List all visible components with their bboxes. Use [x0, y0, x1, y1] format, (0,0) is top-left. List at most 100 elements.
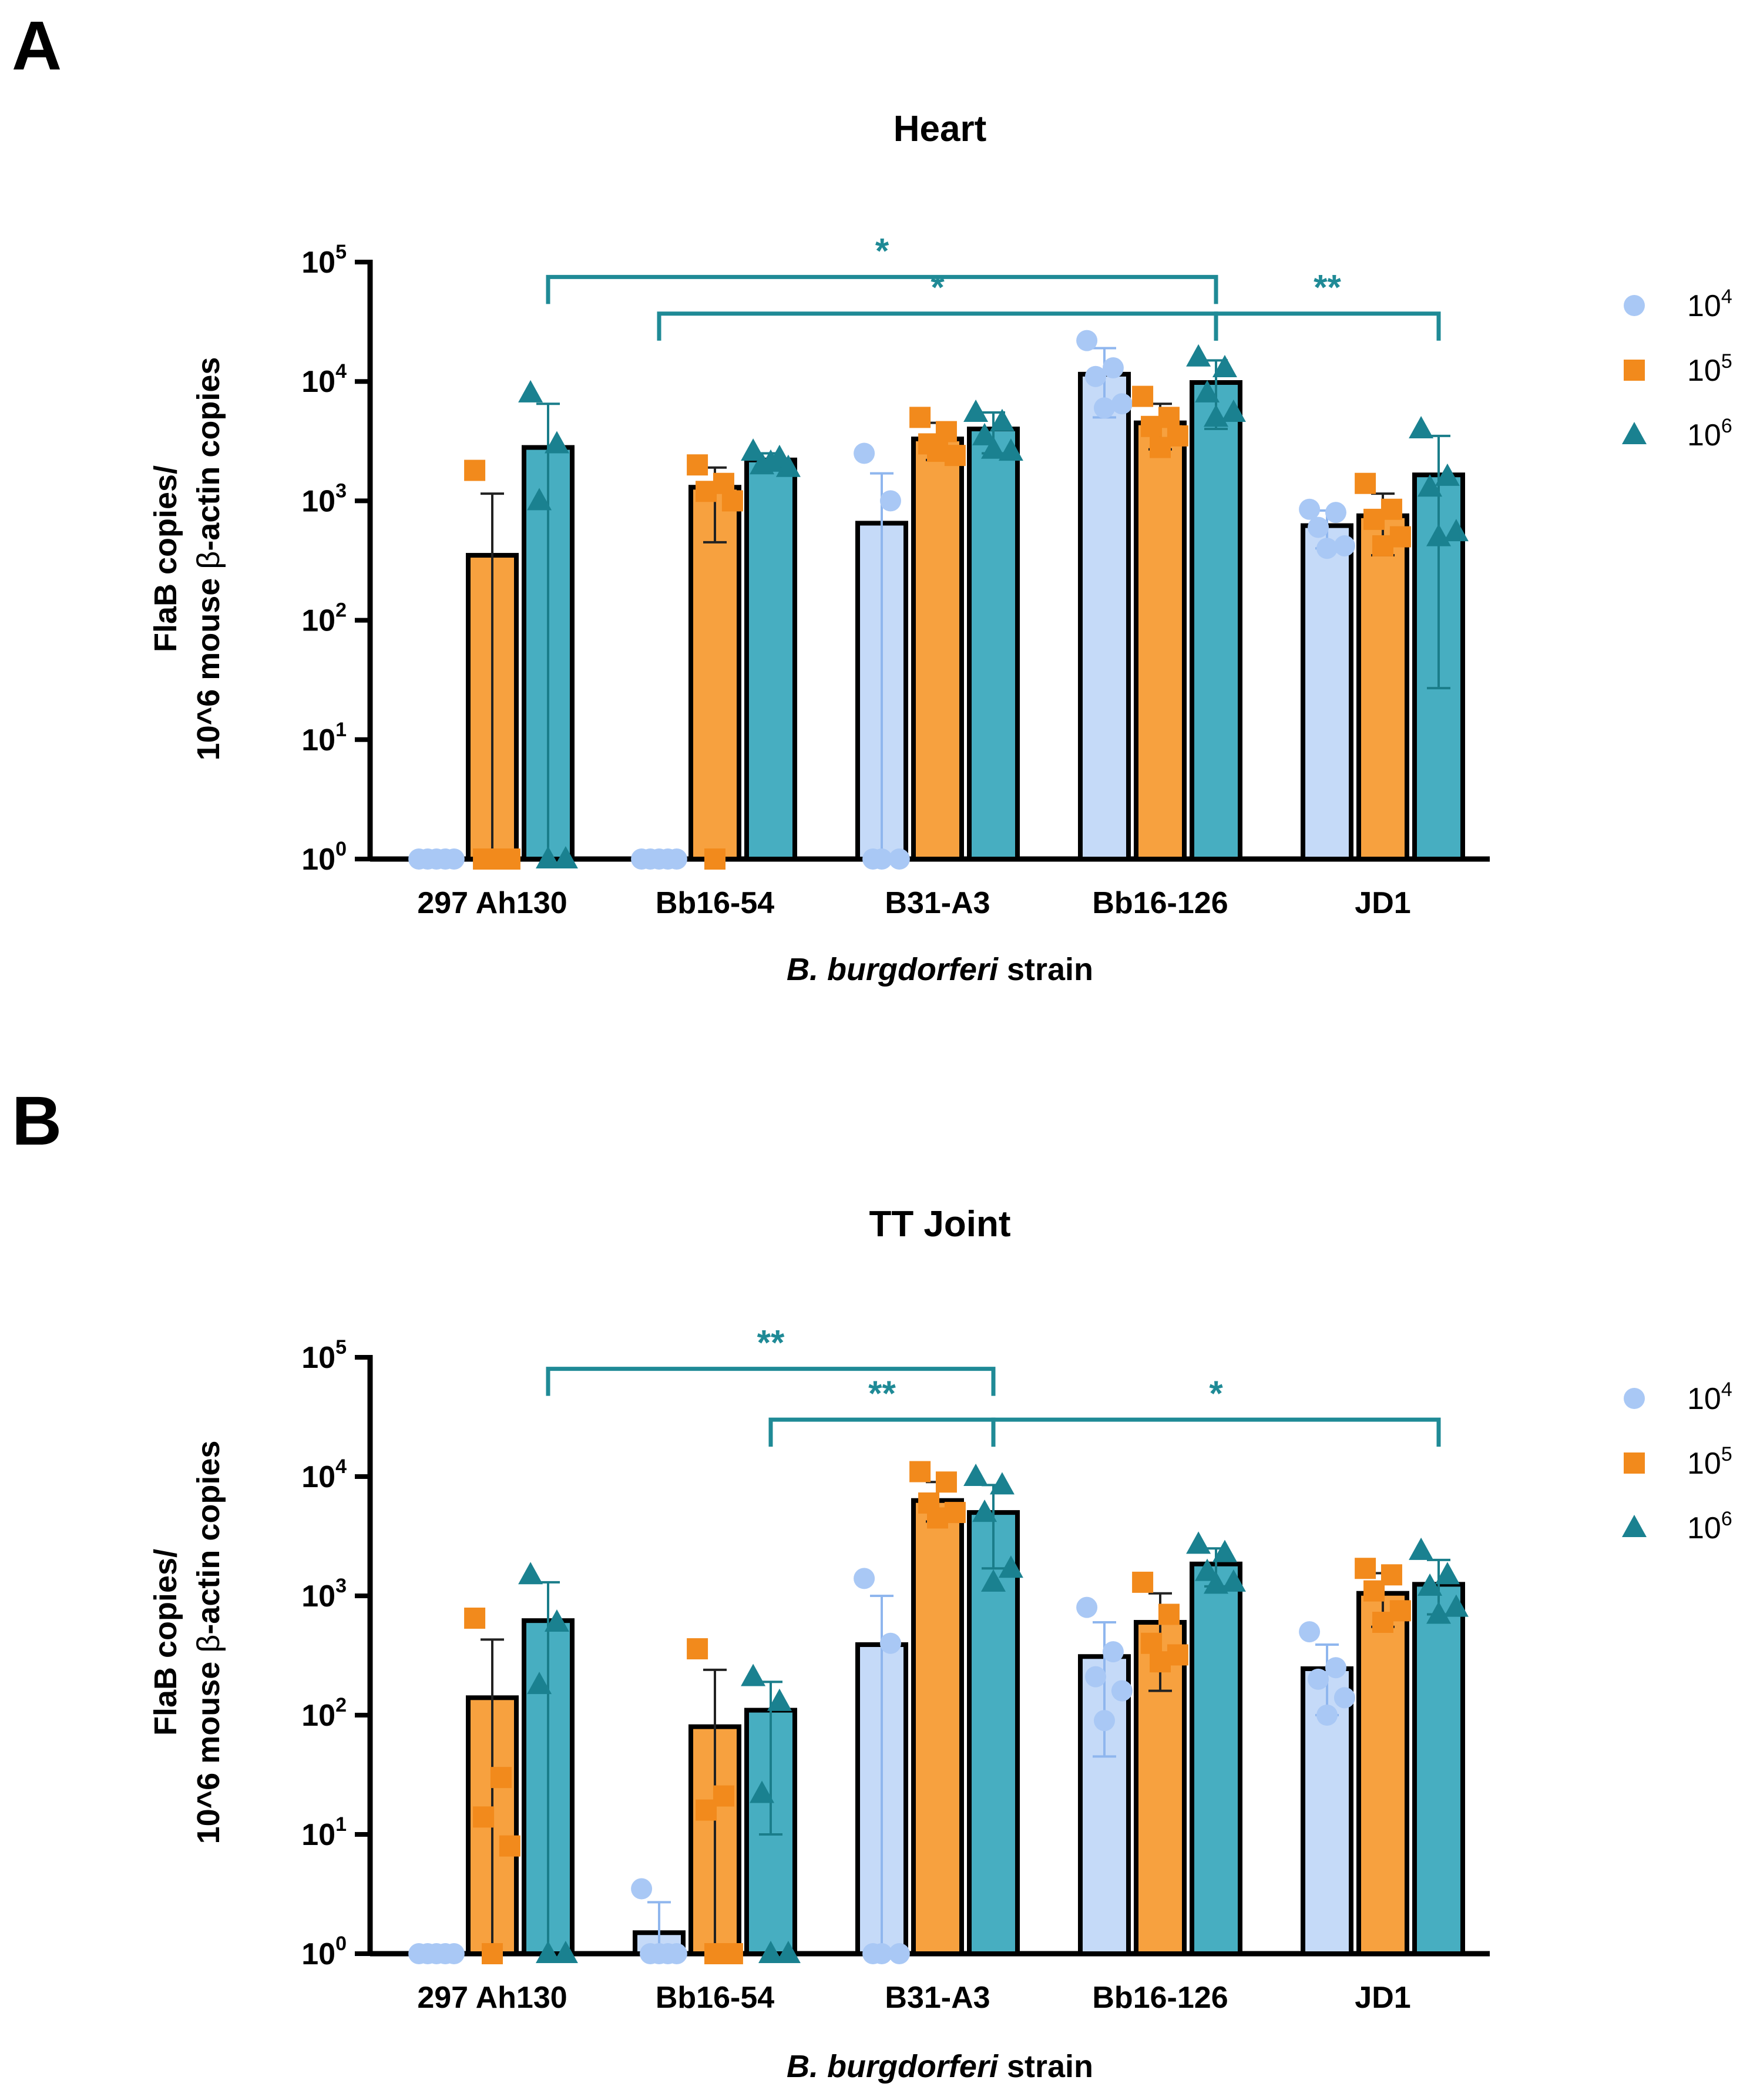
- panel-b-data-point: [972, 1499, 997, 1522]
- panel-b-data-point: [426, 1943, 447, 1964]
- panel-a-bar: [744, 457, 797, 861]
- panel-a-xlabel: B. burgdorferi strain: [787, 952, 1093, 987]
- panel-b-data-point: [1221, 1569, 1246, 1592]
- panel-b-data-point: [741, 1663, 766, 1686]
- panel-a-data-point: [1186, 344, 1211, 367]
- panel-a-data-point: [1316, 538, 1338, 559]
- panel-b-data-point: [1150, 1651, 1171, 1673]
- panel-b-significance-bracket: [546, 1367, 996, 1396]
- panel-a-bar: [967, 427, 1020, 861]
- panel-b-data-point: [1325, 1657, 1346, 1679]
- panel-b-data-point: [775, 1941, 801, 1963]
- panel-b-data-point: [750, 1780, 775, 1803]
- panel-a-data-point: [687, 454, 708, 476]
- panel-b-data-point: [888, 1943, 910, 1964]
- panel-a-significance-bracket: [1214, 311, 1441, 341]
- panel-a-data-point: [1355, 472, 1376, 494]
- panel-a-legend-marker: [1622, 422, 1647, 444]
- panel-b-data-point: [1363, 1580, 1385, 1602]
- panel-a-data-point: [1435, 463, 1460, 486]
- panel-a-data-point: [696, 481, 717, 502]
- panel-b-data-point: [687, 1638, 708, 1660]
- panel-b-legend-marker: [1624, 1452, 1645, 1474]
- panel-b-ylabel-line1: FlaB copies/: [148, 1549, 183, 1736]
- panel-a-data-point: [1102, 357, 1124, 379]
- panel-b-data-point: [758, 1941, 783, 1963]
- panel-a-category-label: B31-A3: [885, 886, 990, 920]
- panel-a-ytick-label: 105: [301, 241, 347, 280]
- panel-b-significance-bracket: [768, 1417, 996, 1447]
- panel-a-category-label: Bb16-126: [1092, 886, 1228, 920]
- panel-b-legend-marker: [1622, 1515, 1647, 1537]
- panel-b-data-point: [631, 1878, 653, 1900]
- panel-a-category-label: 297 Ah130: [417, 886, 567, 920]
- panel-b-data-point: [1186, 1531, 1211, 1554]
- panel-a-data-point: [1299, 498, 1321, 520]
- panel-b-data-point: [544, 1609, 569, 1632]
- panel-b-data-point: [1372, 1612, 1393, 1633]
- panel-a-data-point: [854, 442, 875, 464]
- panel-b-data-point: [482, 1943, 503, 1964]
- panel-a-data-point: [666, 848, 687, 870]
- panel-a-data-point: [1418, 474, 1443, 497]
- panel-b-data-point: [1111, 1680, 1133, 1702]
- panel-a-bar: [688, 485, 741, 861]
- panel-b-legend-label: 106: [1687, 1508, 1732, 1545]
- panel-a-data-point: [1363, 508, 1385, 530]
- panel-a-ytick-label: 104: [301, 360, 347, 399]
- panel-b-ytick-label: 101: [301, 1813, 347, 1852]
- panel-b-data-point: [879, 1632, 901, 1654]
- panel-b-legend-marker: [1624, 1388, 1645, 1409]
- panel-b-data-point: [981, 1569, 1006, 1592]
- panel-b-data-point: [854, 1568, 875, 1589]
- panel-b-data-point: [989, 1472, 1015, 1495]
- panel-a-data-point: [464, 459, 486, 481]
- panel-b-significance-bracket: [991, 1417, 1441, 1447]
- panel-a-ytick-label: 103: [301, 479, 347, 518]
- panel-a-data-point: [909, 407, 931, 428]
- panel-b-data-point: [536, 1941, 560, 1963]
- panel-b-data-point: [1418, 1573, 1443, 1596]
- panel-a-title: Heart: [894, 109, 987, 149]
- panel-a-data-point: [741, 438, 766, 461]
- panel-b-data-point: [1443, 1594, 1469, 1617]
- panel-b-data-point: [1308, 1668, 1329, 1690]
- panel-a-legend-label: 106: [1687, 415, 1732, 452]
- panel-b-data-point: [1094, 1710, 1115, 1732]
- panel-a-data-point: [721, 490, 743, 512]
- panel-a-data-point: [1195, 380, 1220, 402]
- panel-a-data-point: [1076, 330, 1098, 351]
- panel-a-data-point: [1443, 519, 1469, 542]
- panel-b-bar: [1190, 1561, 1242, 1956]
- panel-a-plot: 100 101 102 103 104 105 297 Ah130 Bb16-54 B31-A3…: [301, 231, 1732, 920]
- panel-a-ylabel-line2: 10^6 mouse β-actin copies: [191, 357, 226, 761]
- panel-b-data-point: [1195, 1558, 1220, 1581]
- panel-b-bar: [1412, 1582, 1465, 1956]
- panel-b-plot: 100 101 102 103 104 105 297 Ah130 Bb16-54 B31-A3…: [301, 1323, 1732, 2015]
- panel-a-data-point: [426, 848, 447, 870]
- panel-b-data-point: [473, 1806, 495, 1828]
- panel-a-data-point: [649, 848, 670, 870]
- panel-a-data-point: [527, 488, 552, 511]
- panel-b-data-point: [499, 1835, 520, 1857]
- panel-b-significance-label: **: [757, 1323, 785, 1363]
- panel-a-data-point: [1409, 416, 1434, 439]
- panel-a-data-point: [482, 848, 503, 870]
- panel-b-bar: [911, 1498, 964, 1956]
- panel-b: B TT Joint FlaB copies/ 10^6 mouse β-act…: [12, 1082, 1732, 2084]
- panel-a-bar: [1078, 371, 1131, 861]
- panel-a-ylabel-line1: FlaB copies/: [148, 465, 183, 652]
- panel-a-legend-label: 104: [1687, 286, 1732, 323]
- panel-a-data-point: [536, 846, 560, 868]
- panel-b-data-point: [1085, 1666, 1107, 1688]
- panel-a-data-point: [981, 436, 1006, 459]
- panel-b-legend-label: 104: [1687, 1378, 1732, 1416]
- panel-a-data-point: [443, 848, 465, 870]
- panel-b-data-point: [963, 1464, 989, 1486]
- panel-a-bar: [911, 437, 964, 861]
- panel-b-data-point: [1334, 1687, 1355, 1709]
- panel-a-data-point: [1426, 524, 1451, 546]
- panel-b-category-label: JD1: [1355, 1981, 1410, 2015]
- panel-a-bar: [1190, 380, 1242, 861]
- panel-b-data-point: [1141, 1632, 1163, 1654]
